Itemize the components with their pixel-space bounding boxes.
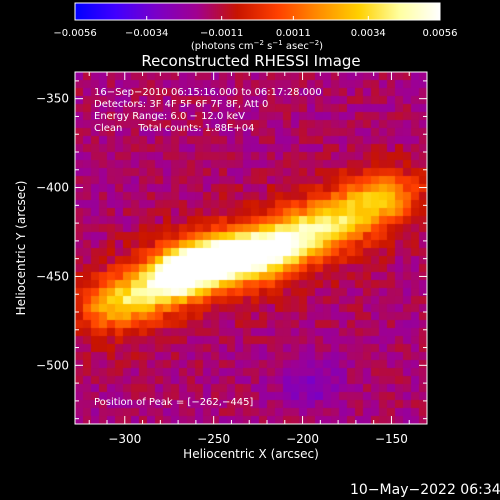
y-tick-label: −500	[36, 358, 69, 372]
annotation-clean-counts: Clean Total counts: 1.88E+04	[94, 123, 255, 134]
heatmap-image	[75, 72, 427, 424]
colorbar-tick-label: −0.0056	[53, 28, 96, 39]
chart-title: Reconstructed RHESSI Image	[141, 52, 361, 70]
colorbar-tick-label: −0.0011	[200, 28, 243, 39]
y-axis-ticks: −350 −400 −450 −500	[36, 80, 427, 420]
annotation-energy-range: Energy Range: 6.0 − 12.0 keV	[94, 111, 245, 122]
x-axis-label: Heliocentric X (arcsec)	[183, 447, 319, 461]
x-tick-label: −250	[197, 432, 230, 446]
colorbar-tick-label: 0.0056	[423, 28, 458, 39]
plot-frame	[74, 71, 428, 425]
y-axis-label: Heliocentric Y (arcsec)	[14, 181, 28, 316]
colorbar-unit-label: (photons cm−2 s−1 asec−2)	[191, 39, 323, 52]
colorbar-tick-label: 0.0011	[276, 28, 311, 39]
y-tick-label: −400	[36, 181, 69, 195]
x-axis-ticks: −300 −250 −200 −150	[88, 72, 428, 446]
annotation-peak-position: Position of Peak = [−262,−445]	[94, 397, 254, 408]
x-tick-label: −300	[108, 432, 141, 446]
y-tick-label: −350	[36, 92, 69, 106]
x-tick-label: −150	[375, 432, 408, 446]
colorbar: −0.0056 −0.0034 −0.0011 0.0011 0.0034 0.0056 …	[53, 2, 458, 52]
y-tick-label: −450	[36, 269, 69, 283]
colorbar-tick-label: 0.0034	[351, 28, 386, 39]
annotation-time-range: 16−Sep−2010 06:15:16.000 to 06:17:28.000	[94, 87, 322, 98]
colorbar-bar	[74, 2, 441, 21]
colorbar-ticks: −0.0056 −0.0034 −0.0011 0.0011 0.0034 0.0056	[53, 16, 458, 39]
colorbar-tick-label: −0.0034	[125, 28, 168, 39]
x-tick-label: −200	[286, 432, 319, 446]
footer-timestamp: 10−May−2022 06:34	[350, 482, 500, 498]
annotation-detectors: Detectors: 3F 4F 5F 6F 7F 8F, Att 0	[94, 99, 269, 110]
